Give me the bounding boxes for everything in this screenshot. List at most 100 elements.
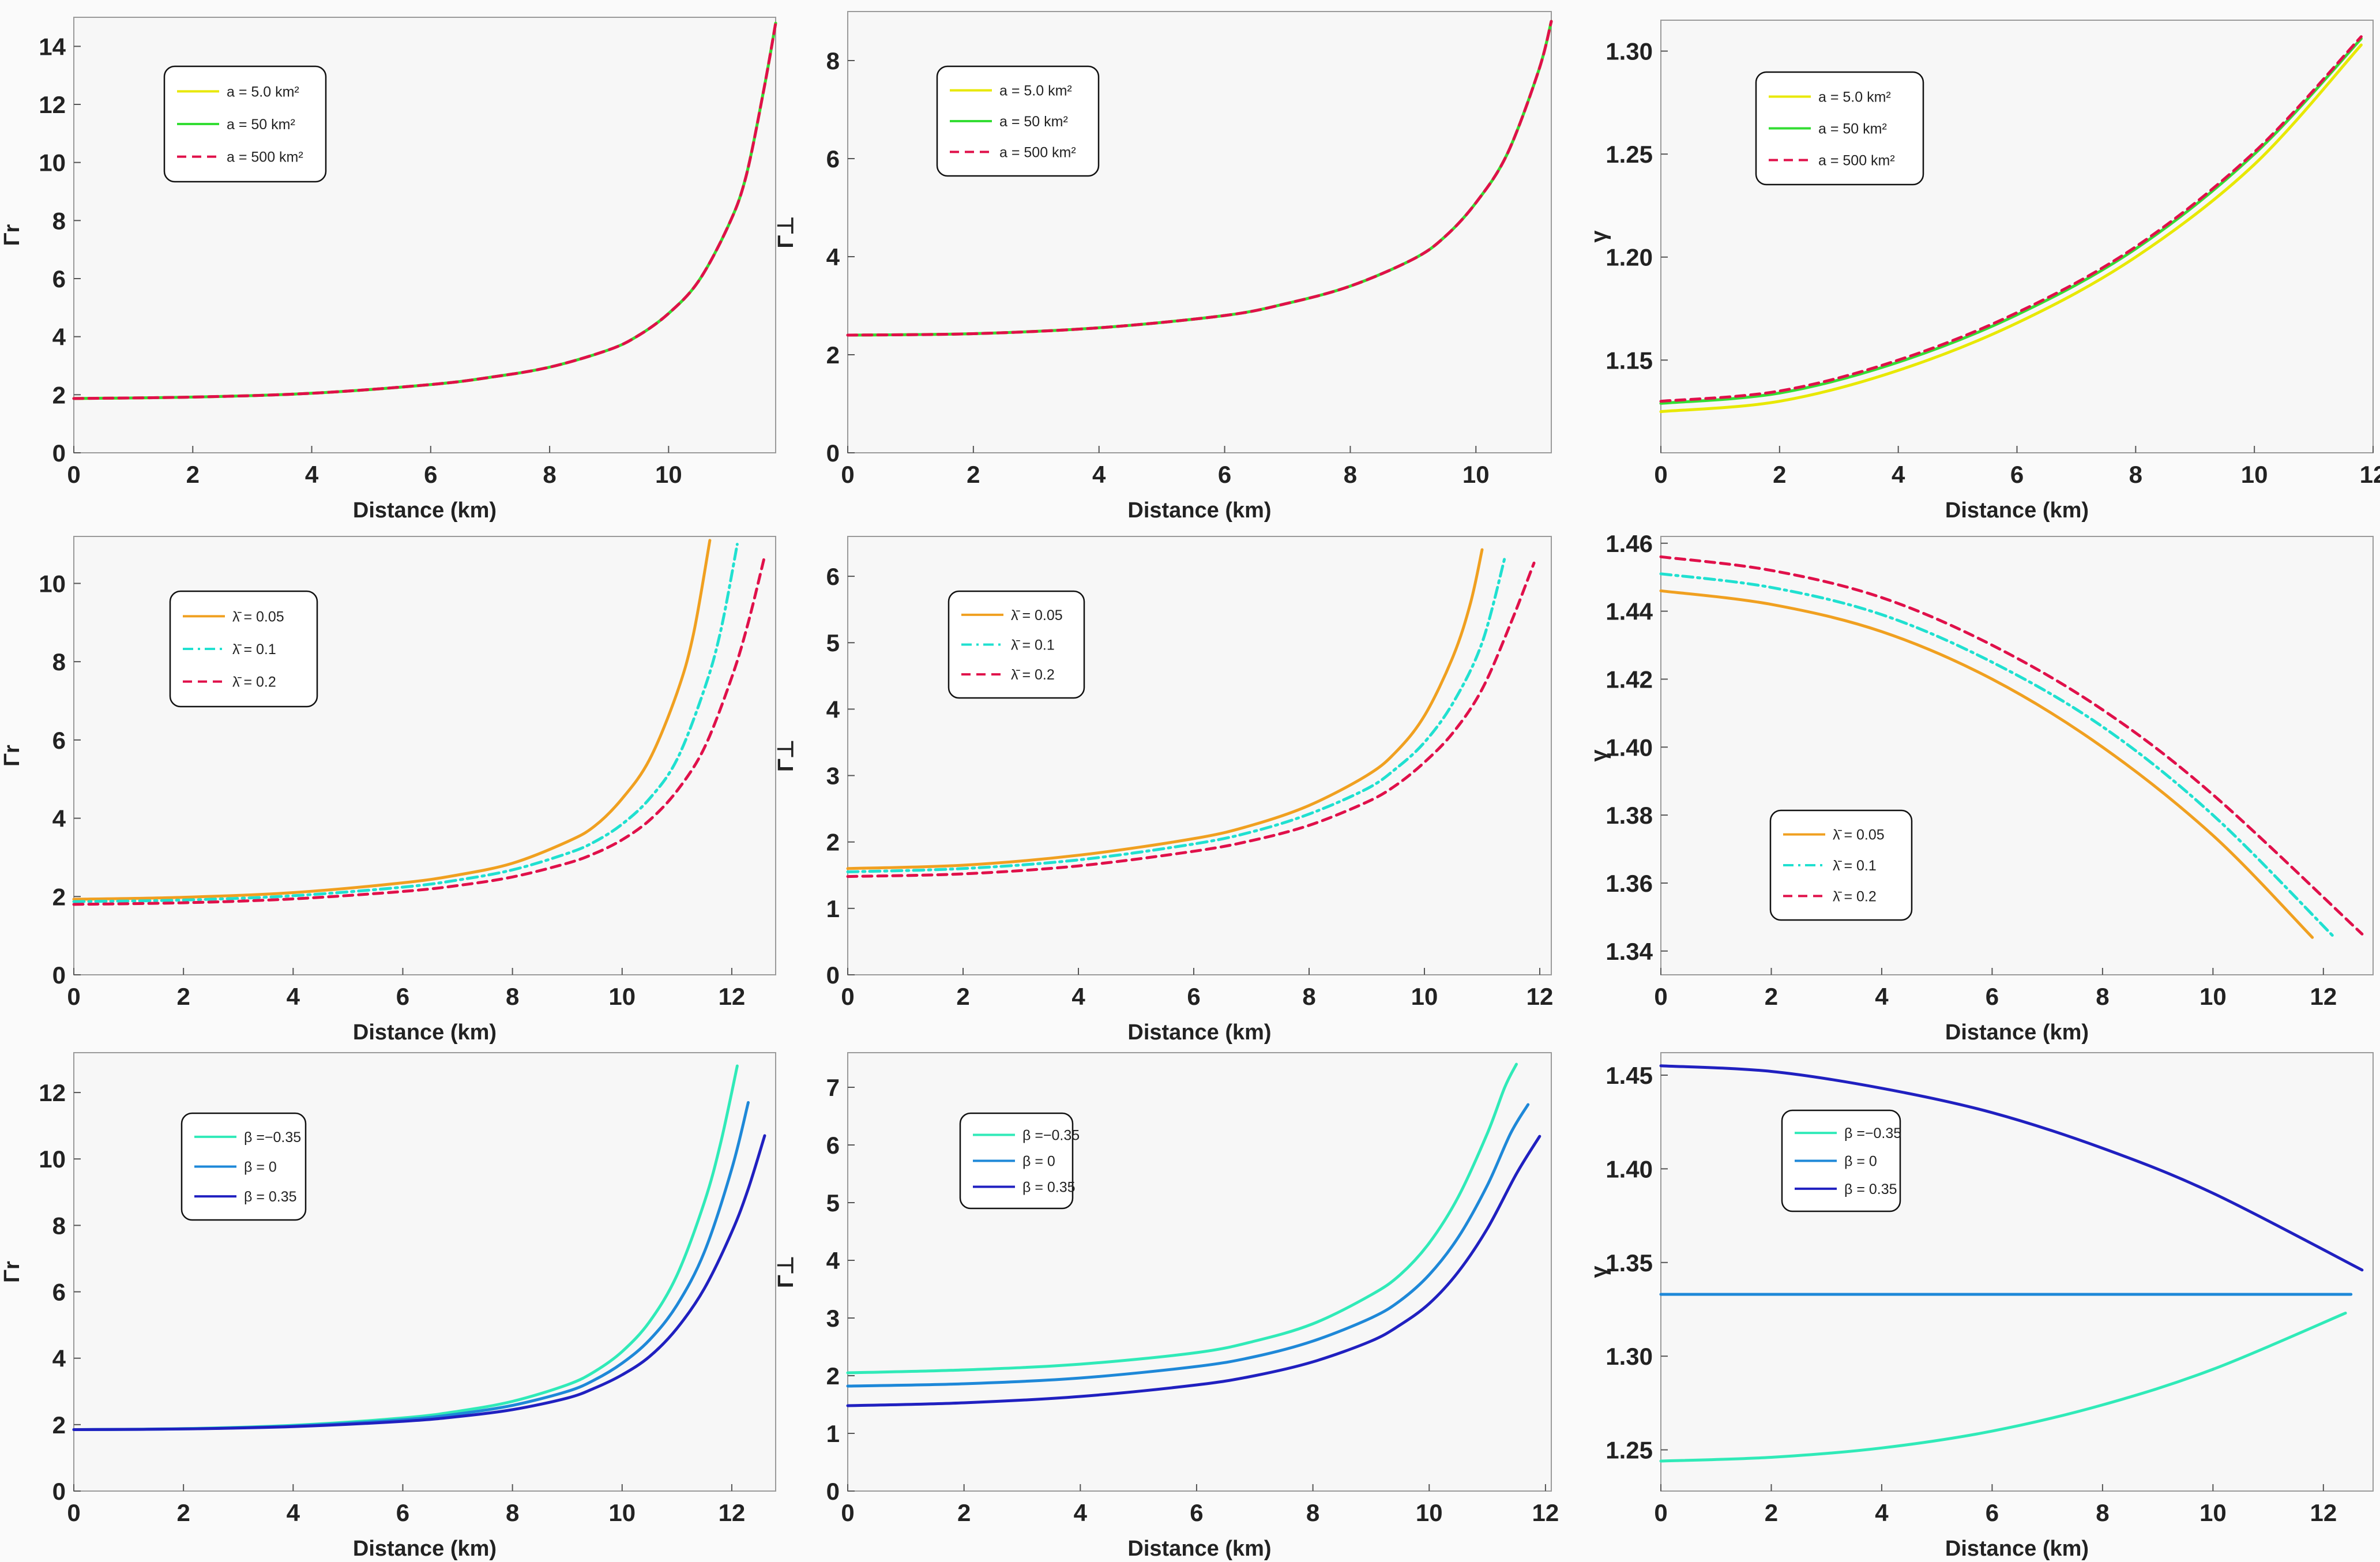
series-line-1: [846, 1062, 1518, 1375]
y-axis-label: γ: [1587, 230, 1611, 242]
x-axis-label: Distance (km): [1127, 1537, 1271, 1561]
x-tick-label: 6: [1986, 983, 1999, 1010]
y-tick-label: 1.25: [1606, 141, 1653, 168]
series-line-3: [846, 1135, 1541, 1407]
x-tick-label: 10: [2241, 461, 2268, 488]
legend-label: λ̄ = 0.1: [1833, 858, 1877, 874]
y-tick-label: 1: [826, 895, 840, 922]
y-tick-label: 2: [52, 883, 66, 910]
x-tick-label: 0: [841, 983, 854, 1010]
y-tick-label: 4: [826, 696, 840, 723]
legend-label: β = 0.35: [1844, 1181, 1897, 1197]
y-tick-label: 1.40: [1606, 1155, 1653, 1182]
y-tick-label: 10: [39, 1146, 66, 1173]
legend-label: a = 5.0 km²: [999, 83, 1072, 99]
y-tick-label: 6: [826, 1132, 840, 1159]
x-tick-label: 12: [2310, 983, 2337, 1010]
x-tick-label: 6: [396, 983, 409, 1010]
y-axis-label: Γr: [0, 1261, 24, 1283]
y-tick-label: 8: [52, 207, 66, 234]
chart-panel-3: 0 2 4 6 8 10 12 1.15 1.20 1.25 1.30 Distance (km) γ a…: [1587, 20, 2380, 523]
legend-box: [1769, 809, 1913, 921]
x-tick-label: 2: [1773, 461, 1786, 488]
x-tick-label: 6: [1187, 983, 1200, 1010]
series-line-2: [1659, 37, 2363, 405]
plot-frame: [1660, 536, 2374, 975]
x-tick-label: 12: [719, 1499, 746, 1526]
legend-box: [1755, 71, 1924, 186]
y-tick-label: 1.44: [1606, 598, 1653, 625]
x-tick-label: 12: [719, 983, 746, 1010]
y-tick-label: 8: [826, 47, 840, 74]
x-tick-label: 10: [608, 983, 636, 1010]
x-tick-label: 0: [841, 461, 854, 488]
x-tick-label: 8: [1306, 1499, 1319, 1526]
y-tick-label: 6: [52, 1279, 66, 1306]
y-tick-label: 1.46: [1606, 530, 1653, 557]
y-tick-label: 12: [39, 1079, 66, 1106]
legend-label: λ̄ = 0.2: [232, 674, 276, 690]
y-tick-label: 6: [826, 145, 840, 172]
y-tick-label: 1.38: [1606, 802, 1653, 829]
y-tick-label: 8: [52, 1212, 66, 1239]
x-axis-label: Distance (km): [1945, 1020, 2089, 1045]
series-line-3: [846, 20, 1553, 337]
x-axis-label: Distance (km): [353, 1537, 497, 1561]
y-tick-label: 2: [826, 341, 840, 369]
y-axis-label: Γ⊥: [774, 1256, 798, 1288]
x-tick-label: 2: [186, 461, 200, 488]
legend-label: β = 0.35: [1022, 1180, 1076, 1196]
x-axis-label: Distance (km): [1945, 498, 2089, 523]
legend-label: a = 50 km²: [1818, 121, 1887, 137]
series-line-3: [1659, 1064, 2364, 1272]
legend-box: [163, 65, 327, 183]
series-line-1: [1659, 1312, 2347, 1463]
series-line-2: [846, 555, 1507, 873]
series-line-2: [846, 1103, 1530, 1388]
y-tick-label: 1.34: [1606, 938, 1653, 965]
legend-label: λ̄ = 0.05: [1833, 827, 1885, 843]
legend-box: [948, 590, 1085, 699]
y-tick-label: 1.40: [1606, 734, 1653, 761]
y-tick-label: 3: [826, 1305, 840, 1332]
series-line-1: [1659, 43, 2363, 414]
x-axis-label: Distance (km): [353, 498, 497, 523]
x-tick-label: 6: [1218, 461, 1231, 488]
x-tick-label: 10: [608, 1499, 636, 1526]
legend-box: [169, 590, 318, 708]
y-tick-label: 1.20: [1606, 244, 1653, 271]
plot-frame: [73, 1052, 776, 1492]
legend-label: λ̄ = 0.1: [1011, 637, 1055, 654]
legend: β =−0.35 β = 0 β = 0.35: [1781, 1109, 1901, 1212]
x-tick-label: 8: [506, 983, 519, 1010]
legend: λ̄ = 0.05 λ̄ = 0.1 λ̄ = 0.2: [948, 590, 1085, 699]
x-tick-label: 10: [1411, 983, 1438, 1010]
legend: a = 5.0 km² a = 50 km² a = 500 km²: [1755, 71, 1924, 186]
legend-label: β = 0.35: [244, 1189, 297, 1205]
y-tick-label: 1.30: [1606, 1343, 1653, 1370]
legend-label: β = 0: [1844, 1154, 1877, 1170]
y-tick-label: 7: [826, 1074, 840, 1101]
legend: β =−0.35 β = 0 β = 0.35: [959, 1112, 1080, 1210]
y-tick-label: 6: [826, 563, 840, 590]
y-tick-label: 6: [52, 265, 66, 292]
x-tick-label: 6: [424, 461, 437, 488]
y-axis-label: Γr: [0, 745, 24, 767]
legend: β =−0.35 β = 0 β = 0.35: [181, 1112, 307, 1221]
x-tick-label: 2: [956, 983, 969, 1010]
legend-label: a = 5.0 km²: [1818, 89, 1891, 106]
x-tick-label: 4: [287, 983, 300, 1010]
legend-label: β = 0: [1022, 1154, 1055, 1170]
legend-label: λ̄ = 0.2: [1833, 888, 1877, 904]
x-axis-label: Distance (km): [1945, 1537, 2089, 1561]
x-tick-label: 0: [67, 1499, 80, 1526]
chart-panel-6: 0 2 4 6 8 10 12 1.34 1.36 1.38 1.40 1.42 1.44 1.46 Dis…: [1587, 530, 2374, 1045]
y-tick-label: 1: [826, 1420, 840, 1447]
y-tick-label: 5: [826, 1189, 840, 1216]
x-tick-label: 12: [2310, 1499, 2337, 1526]
y-tick-label: 6: [52, 727, 66, 754]
x-tick-label: 10: [2199, 1499, 2227, 1526]
legend-label: λ̄ = 0.05: [232, 609, 284, 625]
series-line-3: [1659, 555, 2364, 936]
series-line-3: [846, 561, 1536, 878]
